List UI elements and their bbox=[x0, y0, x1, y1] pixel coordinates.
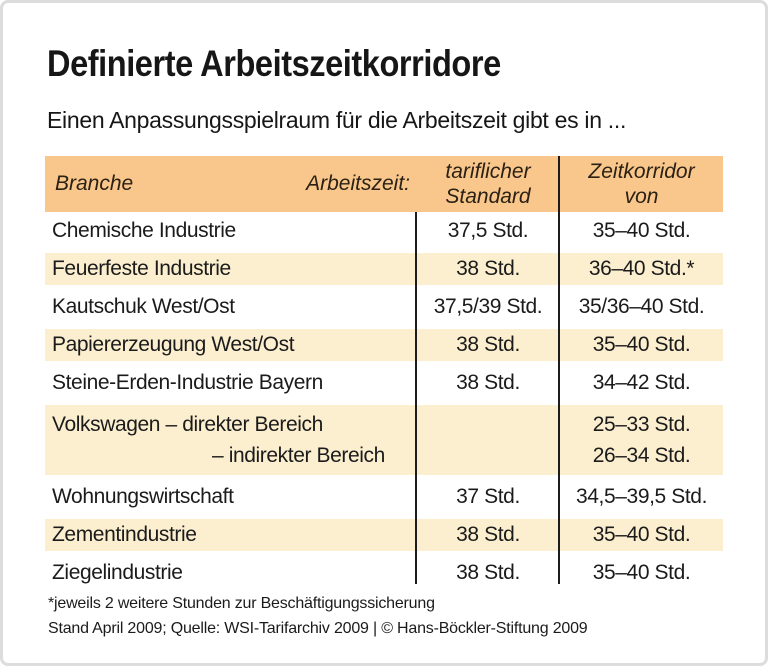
standard-cell: 38 Std. bbox=[456, 257, 520, 280]
branche-cell: Papiererzeugung West/Ost bbox=[52, 333, 295, 356]
table-row: Wohnungswirtschaft 37 Std. 34,5–39,5 Std… bbox=[45, 478, 723, 516]
table-body: Chemische Industrie 37,5 Std. 35–40 Std.… bbox=[45, 212, 723, 592]
korridor-cell: 35–40 Std. bbox=[592, 523, 691, 546]
page-title: Definierte Arbeitszeitkorridore bbox=[47, 43, 501, 84]
branche-cell: Wohnungswirtschaft bbox=[52, 485, 234, 508]
header-branche-cell: Branche Arbeitszeit: bbox=[45, 172, 416, 196]
table-row: Chemische Industrie 37,5 Std. 35–40 Std. bbox=[45, 212, 723, 250]
korridor-line2: 26–34 Std. bbox=[592, 444, 691, 467]
korridor-cell: 36–40 Std.* bbox=[588, 257, 695, 280]
header-standard-line2: Standard bbox=[445, 185, 531, 208]
korridor-cell: 25–33 Std. 26–34 Std. bbox=[560, 405, 723, 475]
branche-line2: – indirekter Bereich bbox=[212, 444, 385, 467]
table-header-row: Branche Arbeitszeit: tariflicher Standar… bbox=[45, 156, 723, 212]
standard-cell: 38 Std. bbox=[456, 333, 520, 356]
korridor-cell: 35/36–40 Std. bbox=[578, 295, 705, 318]
table-row: Steine-Erden-Industrie Bayern 38 Std. 34… bbox=[45, 364, 723, 402]
header-korridor-cell: Zeitkorridor von bbox=[560, 159, 723, 209]
standard-cell: 38 Std. bbox=[456, 523, 520, 546]
korridor-line1: 25–33 Std. bbox=[592, 413, 691, 436]
branche-cell: Chemische Industrie bbox=[52, 219, 236, 242]
korridor-cell: 35–40 Std. bbox=[592, 333, 691, 356]
standard-cell: 37,5 Std. bbox=[447, 219, 529, 242]
standard-cell: 37,5/39 Std. bbox=[433, 295, 543, 318]
standard-cell: 38 Std. bbox=[456, 371, 520, 394]
branche-cell: Zementindustrie bbox=[52, 523, 197, 546]
header-standard-line1: tariflicher bbox=[445, 160, 531, 183]
branche-line1: Volkswagen – direkter Bereich bbox=[52, 413, 323, 436]
header-korridor-line1: Zeitkorridor bbox=[588, 160, 695, 183]
header-branche-label: Branche bbox=[55, 172, 134, 195]
korridor-cell: 35–40 Std. bbox=[592, 561, 691, 584]
table-row: Kautschuk West/Ost 37,5/39 Std. 35/36–40… bbox=[45, 288, 723, 326]
standard-cell: 38 Std. bbox=[456, 561, 520, 584]
korridor-cell: 34,5–39,5 Std. bbox=[575, 485, 707, 508]
standard-cell: 37 Std. bbox=[456, 485, 520, 508]
header-arbeitszeit-label: Arbeitszeit: bbox=[306, 172, 410, 195]
korridor-cell: 34–42 Std. bbox=[592, 371, 691, 394]
column-divider-line-korridor bbox=[558, 156, 560, 584]
branche-cell: Ziegelindustrie bbox=[52, 561, 183, 584]
column-divider-line-standard bbox=[415, 212, 417, 584]
table-row: Zementindustrie 38 Std. 35–40 Std. bbox=[45, 516, 723, 554]
page-subtitle: Einen Anpassungsspielraum für die Arbeit… bbox=[47, 107, 627, 133]
footnote-asterisk: *jeweils 2 weitere Stunden zur Beschäfti… bbox=[48, 595, 435, 612]
header-korridor-line2: von bbox=[624, 185, 659, 208]
footnote-source: Stand April 2009; Quelle: WSI-Tarifarchi… bbox=[48, 620, 588, 637]
table-row: Feuerfeste Industrie 38 Std. 36–40 Std.* bbox=[45, 250, 723, 288]
header-standard-cell: tariflicher Standard bbox=[416, 159, 560, 209]
data-table: Branche Arbeitszeit: tariflicher Standar… bbox=[45, 156, 723, 592]
table-row-volkswagen: Volkswagen – direkter Bereich – indirekt… bbox=[45, 402, 723, 478]
branche-cell: Volkswagen – direkter Bereich – indirekt… bbox=[45, 405, 416, 475]
branche-cell: Kautschuk West/Ost bbox=[52, 295, 235, 318]
korridor-cell: 35–40 Std. bbox=[592, 219, 691, 242]
branche-cell: Steine-Erden-Industrie Bayern bbox=[52, 371, 323, 394]
table-row: Ziegelindustrie 38 Std. 35–40 Std. bbox=[45, 554, 723, 592]
table-row: Papiererzeugung West/Ost 38 Std. 35–40 S… bbox=[45, 326, 723, 364]
branche-cell: Feuerfeste Industrie bbox=[52, 257, 231, 280]
